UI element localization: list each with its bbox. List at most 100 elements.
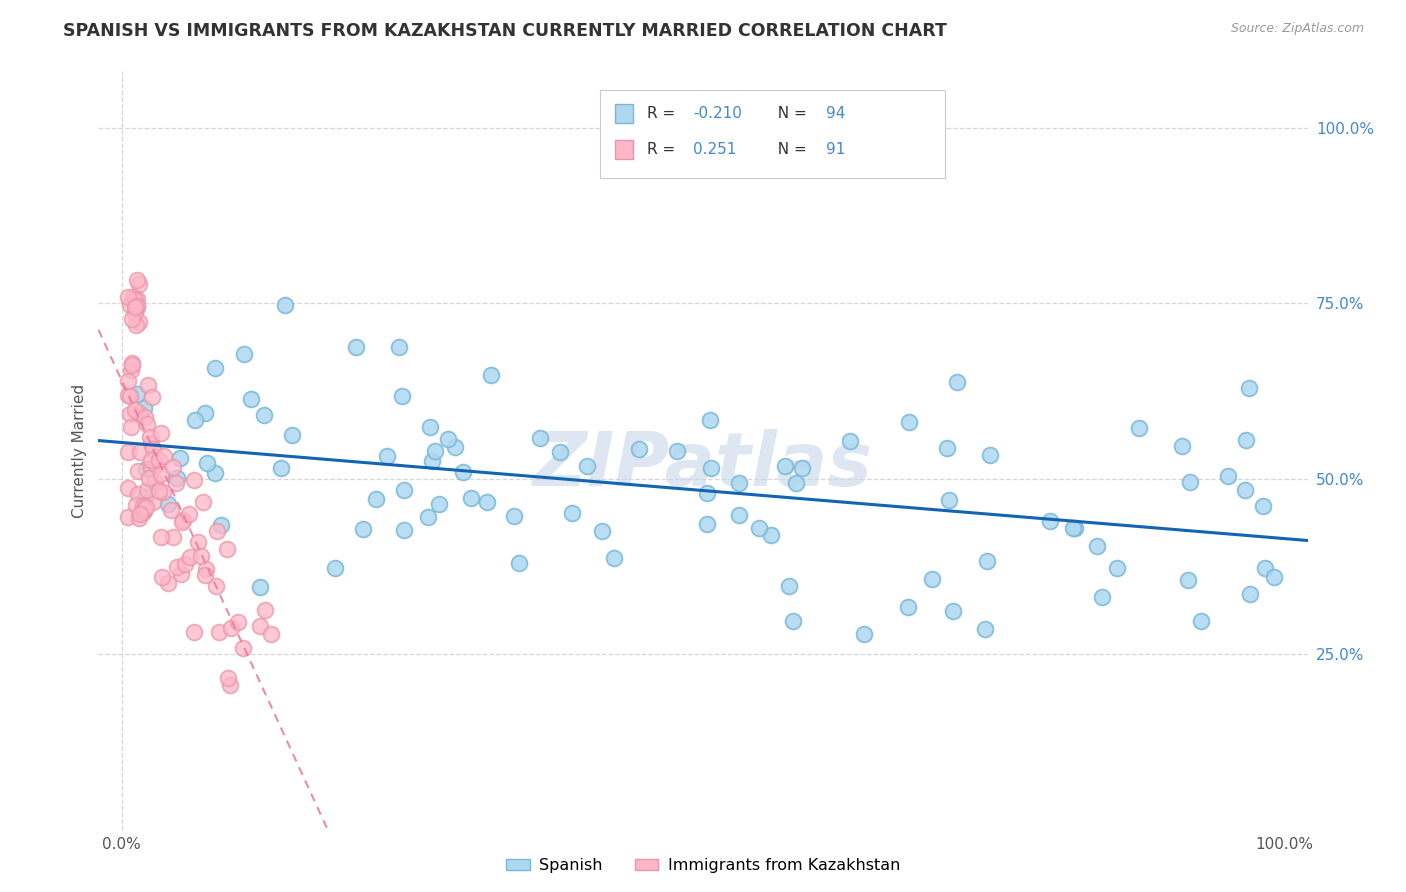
Point	[142, 494, 165, 508]
Point	[139, 461, 162, 475]
Point	[121, 290, 143, 304]
Point	[699, 413, 721, 427]
Point	[121, 312, 143, 326]
Point	[135, 462, 157, 476]
Point	[591, 524, 613, 539]
Point	[124, 293, 146, 307]
Point	[170, 515, 193, 529]
Point	[1216, 469, 1239, 483]
Point	[127, 464, 149, 478]
Point	[125, 318, 148, 332]
Point	[120, 298, 142, 312]
Point	[132, 401, 155, 415]
Point	[138, 430, 160, 444]
Point	[117, 290, 139, 304]
Point	[191, 495, 214, 509]
FancyBboxPatch shape	[600, 90, 945, 178]
Point	[561, 506, 583, 520]
Text: Source: ZipAtlas.com: Source: ZipAtlas.com	[1230, 22, 1364, 36]
Point	[207, 524, 229, 538]
Point	[149, 426, 172, 441]
Point	[138, 471, 160, 485]
Point	[665, 444, 688, 458]
Point	[782, 614, 804, 628]
Point	[232, 346, 254, 360]
Point	[423, 443, 446, 458]
Point	[394, 483, 416, 498]
Point	[778, 579, 800, 593]
Point	[785, 476, 807, 491]
Point	[1105, 561, 1128, 575]
Point	[232, 640, 254, 655]
Point	[1263, 570, 1285, 584]
Point	[240, 392, 263, 406]
Point	[124, 403, 146, 417]
Point	[148, 483, 170, 498]
Y-axis label: Currently Married: Currently Married	[72, 384, 87, 517]
Point	[748, 521, 770, 535]
Point	[118, 407, 141, 421]
Point	[124, 300, 146, 314]
Point	[344, 340, 367, 354]
Point	[696, 517, 718, 532]
Point	[127, 486, 149, 500]
Point	[157, 576, 180, 591]
Point	[117, 444, 139, 458]
Point	[128, 277, 150, 291]
Point	[416, 510, 439, 524]
Point	[135, 500, 157, 514]
Point	[194, 567, 217, 582]
Point	[169, 451, 191, 466]
Point	[529, 431, 551, 445]
Point	[183, 625, 205, 640]
Point	[150, 570, 173, 584]
Bar	[614, 103, 633, 122]
Point	[166, 471, 188, 485]
Point	[699, 460, 721, 475]
Point	[142, 442, 165, 457]
Point	[853, 626, 876, 640]
Point	[204, 466, 226, 480]
Point	[938, 493, 960, 508]
Point	[179, 549, 201, 564]
Point	[195, 562, 218, 576]
Point	[121, 359, 143, 373]
Point	[120, 363, 142, 377]
Point	[132, 505, 155, 519]
Point	[136, 378, 159, 392]
Point	[792, 460, 814, 475]
Point	[392, 523, 415, 537]
Point	[134, 410, 156, 425]
Point	[1063, 521, 1085, 535]
Point	[508, 557, 530, 571]
Bar	[614, 140, 633, 159]
Point	[152, 449, 174, 463]
Point	[127, 299, 149, 313]
Text: ZIPatlas: ZIPatlas	[533, 429, 873, 502]
Point	[187, 534, 209, 549]
Point	[274, 298, 297, 312]
Point	[149, 530, 172, 544]
Point	[418, 420, 440, 434]
Point	[628, 442, 651, 457]
Point	[194, 406, 217, 420]
Point	[427, 497, 450, 511]
Point	[1234, 434, 1257, 448]
Point	[136, 483, 159, 497]
Point	[253, 602, 276, 616]
Point	[375, 450, 398, 464]
Point	[1177, 574, 1199, 588]
Point	[388, 340, 411, 354]
Point	[141, 436, 163, 450]
Text: 91: 91	[827, 142, 846, 157]
Point	[444, 440, 467, 454]
Point	[125, 300, 148, 314]
Point	[120, 389, 142, 403]
Point	[134, 490, 156, 504]
Point	[1189, 614, 1212, 628]
Point	[1128, 420, 1150, 434]
Point	[128, 510, 150, 524]
Point	[162, 459, 184, 474]
Point	[946, 375, 969, 389]
Point	[174, 557, 197, 571]
